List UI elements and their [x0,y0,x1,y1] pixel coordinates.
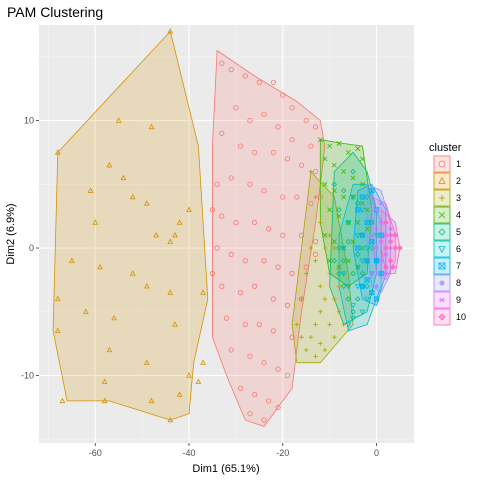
x-tick-label: 0 [374,448,379,458]
legend-marker-8 [439,280,445,286]
x-axis-ticks: -60 -40 -20 0 [89,443,379,458]
legend-entry-10: 10 [434,309,466,325]
legend-key-2 [434,173,450,189]
y-tick-label: 10 [24,116,34,126]
legend-key-6 [434,241,450,257]
legend-entry-8: 8 [434,275,461,291]
y-axis-ticks: -10 0 10 [21,116,39,381]
x-tick-label: -40 [182,448,195,458]
legend-entry-3: 3 [434,190,461,206]
legend-entry-5: 5 [434,224,461,240]
legend: cluster 1 2 3 4 5 6 7 8 9 10 [429,142,466,325]
point-cluster-8 [370,195,374,199]
legend-entry-1: 1 [434,156,461,172]
x-tick-label: -20 [276,448,289,458]
legend-label-8: 8 [456,278,461,288]
y-axis-title: Dim2 (6.9%) [5,203,17,264]
legend-entry-7: 7 [434,258,461,274]
x-axis-title: Dim1 (65.1%) [192,463,259,475]
legend-label-7: 7 [456,261,461,271]
legend-entry-9: 9 [434,292,461,308]
point-cluster-8 [379,201,383,205]
legend-label-10: 10 [456,312,466,322]
x-tick-label: -60 [89,448,102,458]
chart-title: PAM Clustering [7,4,103,20]
point-cluster-8 [374,284,378,288]
legend-title: cluster [429,142,462,154]
point-cluster-8 [370,233,374,237]
legend-entry-6: 6 [434,241,461,257]
y-tick-label: 0 [29,243,34,253]
point-cluster-8 [370,271,374,275]
legend-label-4: 4 [456,210,461,220]
legend-label-1: 1 [456,159,461,169]
legend-label-2: 2 [456,176,461,186]
legend-entry-4: 4 [434,207,461,223]
legend-label-6: 6 [456,244,461,254]
legend-label-9: 9 [456,295,461,305]
legend-label-3: 3 [456,193,461,203]
legend-entries: 1 2 3 4 5 6 7 8 9 10 [434,156,466,325]
legend-label-5: 5 [456,227,461,237]
legend-key-1 [434,156,450,172]
y-tick-label: -10 [21,370,34,380]
legend-entry-2: 2 [434,173,461,189]
legend-key-5 [434,224,450,240]
